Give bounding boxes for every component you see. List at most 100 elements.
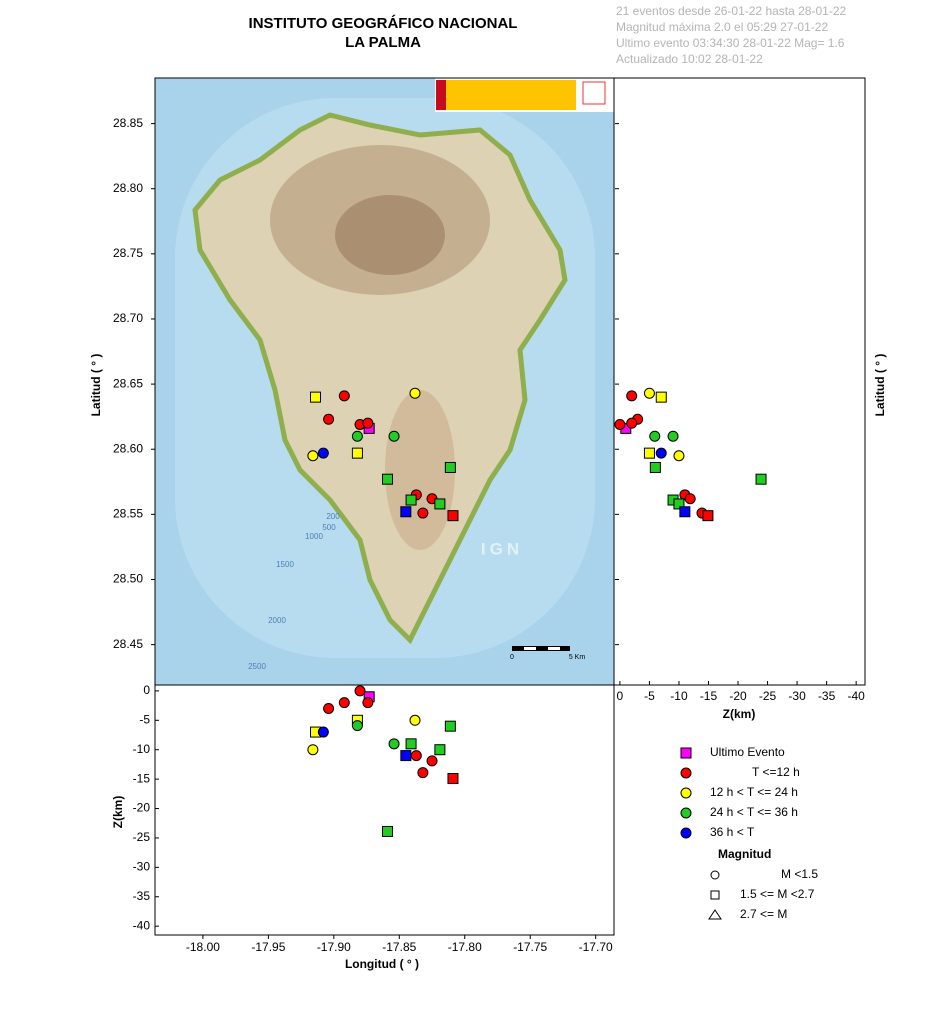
z-tick-label: -40 (133, 918, 151, 932)
x-tick-label: -17.90 (317, 940, 351, 954)
logo (582, 81, 606, 105)
scale-label: 0 (510, 654, 514, 661)
legend-swatch (680, 767, 692, 779)
marker (362, 417, 374, 429)
info-line: 21 eventos desde 26-01-22 hasta 28-01-22 (616, 4, 846, 18)
z-tick-label: -30 (788, 689, 806, 703)
marker (702, 510, 714, 522)
marker (649, 461, 661, 473)
contour-label: 1000 (305, 532, 323, 541)
contour-label: 2000 (268, 616, 286, 625)
marker (338, 390, 350, 402)
z-axis-label: Z(km) (723, 707, 756, 721)
z-tick-label: -35 (818, 689, 836, 703)
z-tick-label: -15 (700, 689, 718, 703)
watermark: IGN (481, 539, 523, 558)
marker (382, 473, 394, 485)
marker (417, 767, 429, 779)
ridge (385, 390, 455, 550)
z-axis-label: Z(km) (111, 796, 125, 829)
scale-label: 5 Km (569, 654, 586, 661)
y-tick-label: 28.75 (113, 246, 143, 260)
scale-bar (512, 646, 570, 651)
caldera (335, 195, 445, 275)
marker (667, 430, 679, 442)
marker (684, 493, 696, 505)
marker (354, 685, 366, 697)
marker (400, 750, 412, 762)
marker (679, 506, 691, 518)
scale-bar (524, 647, 536, 650)
legend-swatch (680, 747, 692, 759)
z-tick-label: -30 (133, 860, 151, 874)
lat-section-frame (613, 77, 866, 686)
marker (434, 498, 446, 510)
z-tick-label: -20 (133, 801, 151, 815)
marker (351, 720, 363, 732)
x-tick-label: -17.80 (448, 940, 482, 954)
marker (351, 430, 363, 442)
marker (307, 744, 319, 756)
marker (388, 738, 400, 750)
marker (410, 750, 422, 762)
contour-label: 2500 (248, 662, 266, 671)
marker (655, 391, 667, 403)
marker (444, 720, 456, 732)
legend-label: 12 h < T <= 24 h (710, 785, 798, 799)
contour-label: 200 (326, 512, 340, 521)
contour-label: 1500 (276, 560, 294, 569)
legend-label: 24 h < T <= 36 h (710, 805, 798, 819)
marker (417, 507, 429, 519)
logo (436, 80, 446, 110)
info-line: Magnitud máxima 2.0 el 05:29 27-01-22 (616, 20, 828, 34)
marker (649, 430, 661, 442)
logo (446, 80, 576, 110)
marker (444, 461, 456, 473)
z-tick-label: -10 (133, 742, 151, 756)
marker (323, 703, 335, 715)
x-axis-label: Longitud ( ° ) (345, 957, 419, 971)
marker (655, 447, 667, 459)
z-tick-label: -25 (759, 689, 777, 703)
legend-label: Ultimo Evento (710, 745, 785, 759)
marker (614, 418, 626, 430)
x-tick-label: -17.85 (382, 940, 416, 954)
z-tick-label: -20 (729, 689, 747, 703)
legend-swatch (710, 870, 720, 880)
marker (362, 697, 374, 709)
marker (755, 473, 767, 485)
y-tick-label: 28.80 (113, 181, 143, 195)
marker (400, 506, 412, 518)
marker (626, 390, 638, 402)
scale-bar (548, 647, 560, 650)
legend-swatch (708, 909, 722, 920)
marker (323, 413, 335, 425)
marker (643, 387, 655, 399)
legend-swatch (710, 890, 720, 900)
y-tick-label: 28.65 (113, 376, 143, 390)
y-tick-label: 28.45 (113, 637, 143, 651)
chart-title: INSTITUTO GEOGRÁFICO NACIONAL (249, 15, 518, 32)
marker (626, 417, 638, 429)
z-tick-label: -5 (644, 689, 655, 703)
z-tick-label: -40 (847, 689, 865, 703)
legend-label: 1.5 <= M <2.7 (740, 887, 815, 901)
marker (388, 430, 400, 442)
x-tick-label: -17.70 (579, 940, 613, 954)
legend-label: 36 h < T (710, 825, 755, 839)
z-tick-label: -15 (133, 771, 151, 785)
y-axis-label: Latitud ( ° ) (873, 354, 887, 417)
marker (307, 450, 319, 462)
legend-label: T <=12 h (752, 765, 800, 779)
info-line: Actualizado 10:02 28-01-22 (616, 52, 763, 66)
legend-swatch (680, 827, 692, 839)
x-tick-label: -17.75 (513, 940, 547, 954)
y-axis-label: Latitud ( ° ) (89, 354, 103, 417)
legend-swatch (680, 787, 692, 799)
marker (409, 387, 421, 399)
x-tick-label: -17.95 (251, 940, 285, 954)
marker (317, 726, 329, 738)
y-tick-label: 28.70 (113, 311, 143, 325)
legend-swatch (680, 807, 692, 819)
